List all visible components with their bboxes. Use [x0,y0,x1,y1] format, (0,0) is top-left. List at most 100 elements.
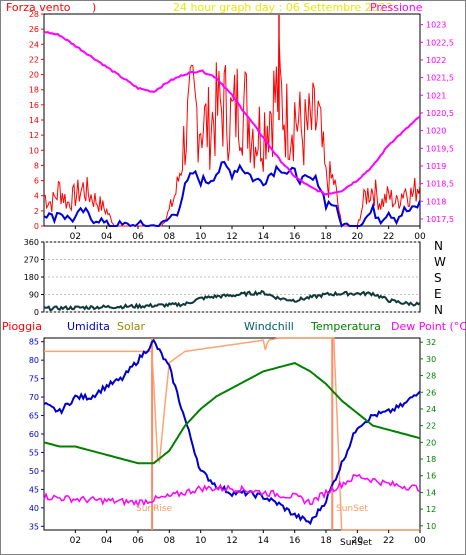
temperature-y2-tick-label: 30 [426,355,436,364]
chart-layer: 02 04 06 08 10 12 14 16 18 20 22 000246810121416182… [24,10,454,546]
pressure-y2-tick-label: 1022,5 [426,38,454,47]
climate-panel-x-tick-label: 00 [414,536,426,546]
pressure-y2-tick-label: 1019,5 [426,144,454,153]
temperature-series [43,361,421,465]
direction-letter-w: W [434,255,446,269]
wind-y-tick-label: 2 [34,207,39,216]
pressure-y2-tick-label: 1020 [426,127,446,136]
wind-panel-x-tick-label: 04 [101,232,113,242]
wind-y-tick-label: 22 [29,55,39,64]
pressure-label: Pressione [370,1,423,14]
humidity-y-tick-label: 85 [29,338,39,347]
wind-y-tick-label: 20 [29,71,39,80]
climate-panel-x-tick-label: 18 [320,536,332,546]
humidity-y-tick-label: 60 [29,430,39,439]
wind-panel-x-tick-label: 10 [195,232,207,242]
pressure-y2-tick-label: 1019 [426,162,446,171]
direction-y-tick-label: 360 [24,238,39,247]
wind-panel-x-tick-label: 00 [414,232,426,242]
legend-dewpoint: Dew Point (°C) [391,320,466,333]
wind-panel-x-tick-label: 20 [352,232,364,242]
climate-panel-x-tick-label: 06 [132,536,144,546]
climate-panel-x-tick-label: 20 [352,536,364,546]
wind-y-tick-label: 8 [34,161,39,170]
pressure-y2-tick-label: 1018,5 [426,180,454,189]
direction-letter-s: S [434,271,442,285]
climate-panel-x-tick-label: 04 [101,536,113,546]
sunset-axis-label: SunSet [340,538,372,548]
pressure-y2-tick-label: 1021,5 [426,74,454,83]
wind-panel-x-tick-label: 08 [164,232,176,242]
pressure-y2-tick-label: 1017,5 [426,215,454,224]
humidity-y-tick-label: 75 [29,375,39,384]
temperature-y2-tick-label: 24 [426,405,436,414]
direction-y-tick-label: 90 [29,291,39,300]
wind-y-tick-label: 16 [29,101,39,110]
pressure-series [43,30,421,196]
climate-panel-x-tick-label: 12 [226,536,237,546]
climate-panel-x-tick-label: 16 [289,536,301,546]
wind-panel-x-tick-label: 06 [132,232,144,242]
humidity-y-tick-label: 50 [29,467,39,476]
wind-panel-x-tick-label: 16 [289,232,301,242]
direction-letter-e: E [434,287,442,301]
humidity-series [43,338,421,526]
wind-y-tick-label: 0 [34,222,39,231]
wind-panel-x-tick-label: 12 [226,232,237,242]
climate-panel-x-tick-label: 02 [70,536,81,546]
pressure-y2-tick-label: 1021 [426,91,446,100]
pressure-y2-tick-label: 1020,5 [426,109,454,118]
wind-y-tick-label: 6 [34,177,39,186]
temperature-y2-tick-label: 10 [426,522,436,531]
wind-y-tick-label: 24 [29,40,39,49]
wind-panel-x-tick-label: 02 [70,232,81,242]
humidity-y-tick-label: 40 [29,504,39,513]
unit-paren: ) [92,1,96,14]
wind-pressure-plot-area [43,13,421,227]
temperature-y2-tick-label: 14 [426,488,436,497]
legend-solar: Solar [117,320,146,333]
climate-plot-area [43,337,421,531]
humidity-y-tick-label: 65 [29,412,39,421]
temperature-y2-tick-label: 22 [426,422,436,431]
humidity-y-tick-label: 35 [29,522,39,531]
climate-panel-x-tick-label: 10 [195,536,207,546]
temperature-y2-tick-label: 26 [426,388,436,397]
wind-panel-x-tick-label: 14 [258,232,270,242]
direction-letter-n-top: N [434,239,443,253]
temperature-y2-tick-label: 28 [426,372,436,381]
climate-panel-x-tick-label: 08 [164,536,176,546]
temperature-y2-tick-label: 32 [426,338,436,347]
wind-y-tick-label: 10 [29,146,39,155]
humidity-y-tick-label: 70 [29,393,39,402]
pressure-y2-tick-label: 1022 [426,56,446,65]
sunrise-label: SunRise [136,504,173,514]
legend-temperature: Temperatura [310,320,381,333]
wind-y-tick-label: 12 [29,131,39,140]
wind-label: Forza vento [6,1,71,14]
temperature-y2-tick-label: 12 [426,505,436,514]
wind-direction-series [43,289,421,312]
wind-y-tick-label: 26 [29,25,39,34]
direction-y-tick-label: 0 [34,308,39,317]
temperature-y2-tick-label: 20 [426,438,436,447]
humidity-y-tick-label: 55 [29,448,39,457]
pressure-y2-tick-label: 1018 [426,197,446,206]
legend-rain: Pioggia [2,320,42,333]
legend-humidity: Umidita [67,320,110,333]
temperature-y2-tick-label: 18 [426,455,436,464]
legend-windchill: Windchill [244,320,294,333]
wind-y-tick-label: 18 [29,86,39,95]
graph-title: 24 hour graph day : 06 Settembre 2023 [173,1,393,14]
direction-letter-n-bottom: N [434,303,443,317]
humidity-y-tick-label: 45 [29,485,39,494]
climate-panel-x-tick-label: 22 [383,536,394,546]
wind-y-tick-label: 4 [34,192,39,201]
sunset-label: SunSet [336,504,368,514]
temperature-y2-tick-label: 16 [426,472,436,481]
wind-panel-x-tick-label: 22 [383,232,394,242]
pressure-y2-tick-label: 1023 [426,21,446,30]
wind-y-tick-label: 28 [29,10,39,19]
